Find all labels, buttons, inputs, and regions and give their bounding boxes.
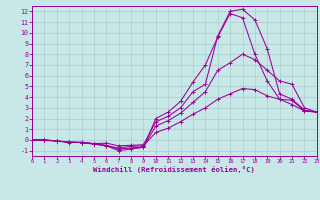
X-axis label: Windchill (Refroidissement éolien,°C): Windchill (Refroidissement éolien,°C) [93, 166, 255, 173]
